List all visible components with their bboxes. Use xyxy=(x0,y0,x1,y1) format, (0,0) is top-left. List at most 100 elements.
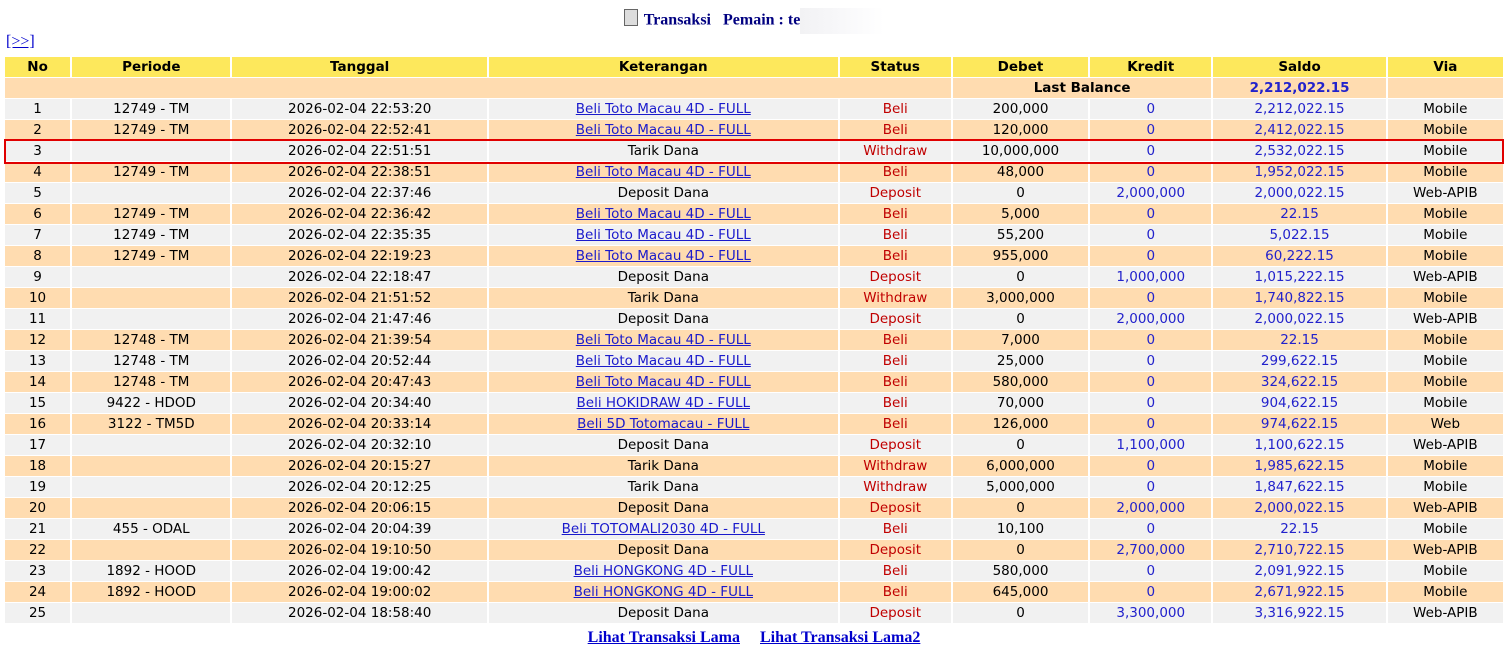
cell-text: 2,000,022.15 xyxy=(1254,185,1345,201)
description-link[interactable]: Beli TOTOMALI2030 4D - FULL xyxy=(561,521,765,537)
cell-text: Beli xyxy=(882,206,908,222)
cell-text: 12748 - TM xyxy=(113,332,190,348)
cell-ke: Beli HONGKONG 4D - FULL xyxy=(488,561,838,581)
cell-text: 0 xyxy=(1146,563,1156,579)
cell-text: Web-APIB xyxy=(1413,185,1478,201)
cell-text: 1,100,622.15 xyxy=(1254,437,1345,453)
description-link[interactable]: Beli Toto Macau 4D - FULL xyxy=(575,374,751,390)
description-link[interactable]: Beli Toto Macau 4D - FULL xyxy=(575,122,751,138)
cell-tg: 2026-02-04 18:58:40 xyxy=(232,603,487,623)
cell-via: Web xyxy=(1387,414,1503,434)
cell-text: 2,000,022.15 xyxy=(1254,500,1345,516)
cell-via: Web-APIB xyxy=(1387,309,1503,329)
cell-text: Mobile xyxy=(1423,563,1468,579)
cell-text: 1892 - HOOD xyxy=(106,563,197,579)
description-link[interactable]: Beli HOKIDRAW 4D - FULL xyxy=(576,395,751,411)
cell-text: 9 xyxy=(33,269,42,285)
description-link[interactable]: Beli HONGKONG 4D - FULL xyxy=(573,584,753,600)
cell-no: 18 xyxy=(5,456,71,476)
cell-text: 0 xyxy=(1016,500,1025,516)
cell-tg: 2026-02-04 20:47:43 xyxy=(232,372,487,392)
description-link[interactable]: Beli Toto Macau 4D - FULL xyxy=(575,353,751,369)
cell-de: 0 xyxy=(952,498,1089,518)
cell-no: 24 xyxy=(5,582,71,602)
cell-kr: 0 xyxy=(1090,99,1212,119)
cell-pe xyxy=(72,267,231,287)
cell-text: 12749 - TM xyxy=(113,164,190,180)
cell-text: Mobile xyxy=(1423,521,1468,537)
nav-link[interactable]: [>>] xyxy=(6,33,35,50)
cell-sa: 2,710,722.15 xyxy=(1213,540,1386,560)
cell-kr: 1,000,000 xyxy=(1090,267,1212,287)
cell-text: Mobile xyxy=(1423,353,1468,369)
cell-st: Beli xyxy=(839,372,951,392)
description-link[interactable]: Beli Toto Macau 4D - FULL xyxy=(575,227,751,243)
player-label: Pemain : te xyxy=(722,11,801,29)
cell-de: 7,000 xyxy=(952,330,1089,350)
cell-sa: 1,847,622.15 xyxy=(1213,477,1386,497)
cell-pe xyxy=(72,183,231,203)
cell-text: Deposit xyxy=(869,500,922,516)
cell-pe: 455 - ODAL xyxy=(72,519,231,539)
cell-text: 1892 - HOOD xyxy=(106,584,197,600)
cell-via: Mobile xyxy=(1387,519,1503,539)
description-link[interactable]: Beli HONGKONG 4D - FULL xyxy=(573,563,753,579)
cell-text: Deposit Dana xyxy=(617,311,709,327)
cell-text: 299,622.15 xyxy=(1260,353,1339,369)
cell-tg: 2026-02-04 22:38:51 xyxy=(232,162,487,182)
cell-kr: 2,000,000 xyxy=(1090,309,1212,329)
cell-text: 17 xyxy=(28,437,47,453)
cell-st: Beli xyxy=(839,246,951,266)
description-link[interactable]: Beli Toto Macau 4D - FULL xyxy=(575,248,751,264)
cell-pe xyxy=(72,435,231,455)
cell-no: 11 xyxy=(5,309,71,329)
cell-text: 3 xyxy=(33,143,42,159)
description-link[interactable]: Beli Toto Macau 4D - FULL xyxy=(575,206,751,222)
cell-de: 6,000,000 xyxy=(952,456,1089,476)
cell-de: 580,000 xyxy=(952,372,1089,392)
column-header: Keterangan xyxy=(488,57,838,77)
cell-text: Deposit Dana xyxy=(617,500,709,516)
cell-text: 0 xyxy=(1016,311,1025,327)
description-link[interactable]: Beli Toto Macau 4D - FULL xyxy=(575,332,751,348)
cell-text: 12749 - TM xyxy=(113,248,190,264)
cell-sa: 3,316,922.15 xyxy=(1213,603,1386,623)
cell-sa: 324,622.15 xyxy=(1213,372,1386,392)
cell-text: Deposit xyxy=(869,437,922,453)
cell-st: Deposit xyxy=(839,435,951,455)
cell-tg: 2026-02-04 22:18:47 xyxy=(232,267,487,287)
cell-text: 955,000 xyxy=(992,248,1049,264)
cell-text: 1,100,000 xyxy=(1116,437,1186,453)
cell-de: 0 xyxy=(952,309,1089,329)
cell-text: 20 xyxy=(28,500,47,516)
cell-via: Mobile xyxy=(1387,351,1503,371)
cell-via: Mobile xyxy=(1387,330,1503,350)
cell-de: 0 xyxy=(952,603,1089,623)
description-link[interactable]: Beli Toto Macau 4D - FULL xyxy=(575,101,751,117)
cell-text: 3,300,000 xyxy=(1116,605,1186,621)
cell-tg: 2026-02-04 19:00:42 xyxy=(232,561,487,581)
cell-via: Web-APIB xyxy=(1387,183,1503,203)
cell-sa: 2,091,922.15 xyxy=(1213,561,1386,581)
cell-text: 2,212,022.15 xyxy=(1254,101,1345,117)
header-row: No Periode Tanggal Keterangan Status Debet Kre… xyxy=(5,57,1503,77)
footer-link[interactable]: Lihat Transaksi Lama xyxy=(587,629,740,646)
description-link[interactable]: Beli Toto Macau 4D - FULL xyxy=(575,164,751,180)
cell-sa: 2,412,022.15 xyxy=(1213,120,1386,140)
cell-no: 4 xyxy=(5,162,71,182)
cell-no: 20 xyxy=(5,498,71,518)
cell-text: 55,200 xyxy=(996,227,1045,243)
cell-text: Beli xyxy=(882,395,908,411)
footer-link[interactable]: Lihat Transaksi Lama2 xyxy=(760,629,921,646)
cell-text: Beli xyxy=(882,122,908,138)
cell-text: Withdraw xyxy=(863,458,928,474)
description-link[interactable]: Beli 5D Totomacau - FULL xyxy=(577,416,750,432)
cell-ke: Beli 5D Totomacau - FULL xyxy=(488,414,838,434)
cell-text: 3,316,922.15 xyxy=(1254,605,1345,621)
cell-text: 18 xyxy=(28,458,47,474)
cell-text: 3,000,000 xyxy=(986,290,1055,306)
cell-sa: 1,985,622.15 xyxy=(1213,456,1386,476)
cell-st: Deposit xyxy=(839,183,951,203)
table-row: 13 12748 - TM 2026-02-04 20:52:44 Beli Toto… xyxy=(5,351,1503,371)
